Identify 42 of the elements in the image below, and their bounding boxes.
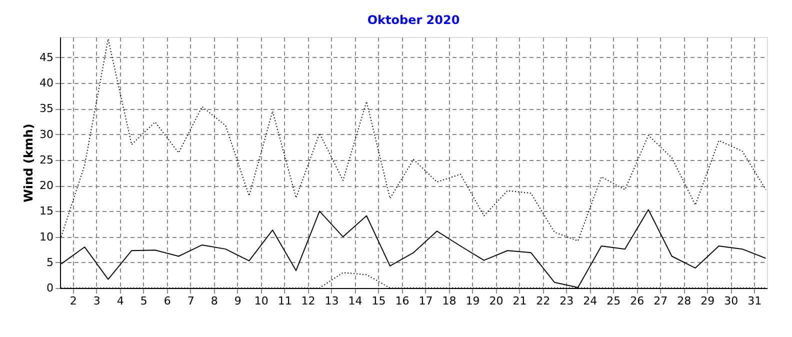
x-tick-label: 4 xyxy=(116,294,124,308)
x-tick-label: 26 xyxy=(630,294,644,308)
y-tick-label: 35 xyxy=(40,102,54,116)
x-tick-label: 20 xyxy=(489,294,504,308)
y-tick-label: 0 xyxy=(46,282,54,294)
x-tick-label: 13 xyxy=(324,294,339,308)
y-tick-label: 5 xyxy=(46,256,54,269)
y-tick-label: 15 xyxy=(40,204,54,218)
y-tick-label: 20 xyxy=(40,179,54,192)
y-tick-label: 30 xyxy=(40,128,54,141)
x-tick-label: 8 xyxy=(210,294,218,308)
x-tick-label: 2 xyxy=(70,294,77,308)
y-tick-label: 45 xyxy=(40,50,54,64)
chart-title: Oktober 2020 xyxy=(367,13,460,27)
x-tick-label: 3 xyxy=(93,294,100,308)
x-tick-label: 6 xyxy=(164,294,171,308)
x-tick-label: 15 xyxy=(372,294,386,308)
x-tick-label: 17 xyxy=(418,294,433,308)
x-tick-label: 7 xyxy=(187,294,194,308)
x-tick-label: 16 xyxy=(395,294,410,308)
x-tick-label: 24 xyxy=(583,294,598,308)
x-tick-label: 25 xyxy=(606,294,621,308)
x-tick-label: 21 xyxy=(512,294,527,308)
y-tick-label: 25 xyxy=(40,153,54,166)
x-tick-label: 27 xyxy=(654,294,668,308)
x-tick-label: 29 xyxy=(700,294,715,308)
y-axis-title: Wind (kmh) xyxy=(22,124,36,202)
y-tick-label: 40 xyxy=(40,76,54,90)
x-tick-label: 28 xyxy=(677,294,692,308)
x-tick-label: 14 xyxy=(348,294,362,308)
x-tick-label: 22 xyxy=(536,294,550,308)
x-tick-label: 12 xyxy=(301,294,316,308)
x-tick-label: 18 xyxy=(442,294,456,308)
x-tick-label: 5 xyxy=(140,294,148,308)
x-tick-label: 23 xyxy=(560,294,574,308)
y-tick-label: 10 xyxy=(40,230,54,244)
x-tick-label: 11 xyxy=(278,294,292,308)
x-tick-label: 19 xyxy=(466,294,480,308)
x-tick-label: 30 xyxy=(724,294,738,308)
x-tick-label: 31 xyxy=(748,294,762,308)
x-tick-label: 9 xyxy=(234,294,242,308)
x-tick-label: 10 xyxy=(254,294,268,308)
